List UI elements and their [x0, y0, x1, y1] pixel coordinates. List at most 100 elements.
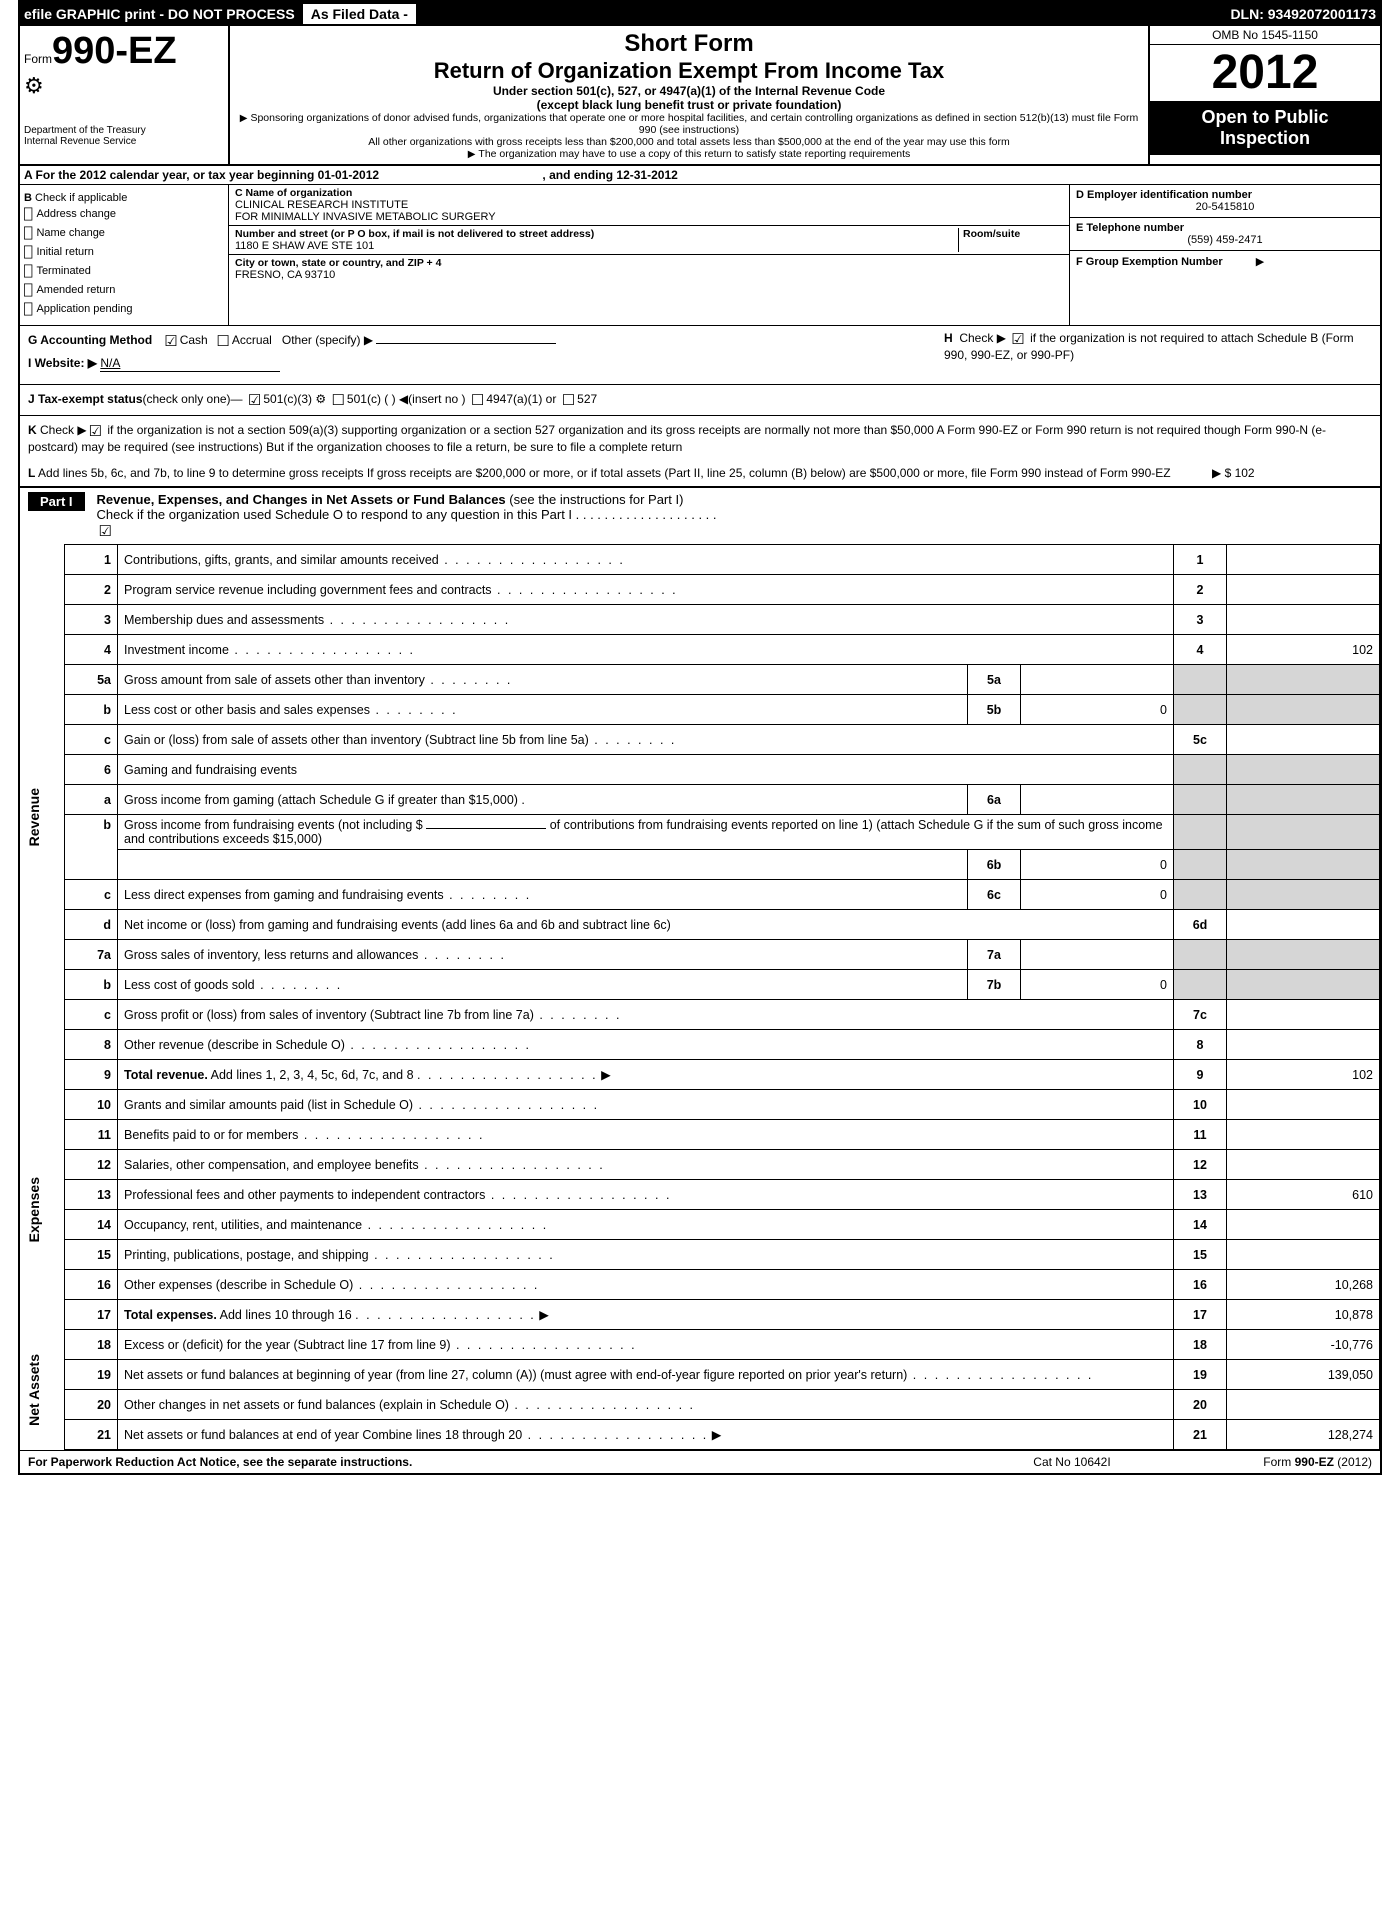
ln11-box: 11	[1174, 1120, 1227, 1150]
ln6d-amt	[1227, 910, 1380, 940]
ln6b-shade	[1174, 815, 1227, 850]
subtitle-section: Under section 501(c), 527, or 4947(a)(1)…	[238, 84, 1140, 98]
ln6d-desc: Net income or (loss) from gaming and fun…	[124, 918, 671, 932]
h-checkbox[interactable]	[1009, 331, 1026, 345]
ln10-num: 10	[65, 1090, 118, 1120]
dln-label: DLN: 93492072001173	[416, 6, 1376, 22]
header-left: Form990-EZ ⚙ Department of the Treasury …	[20, 26, 230, 164]
check-application-pending[interactable]: Application pending	[24, 302, 224, 318]
ln5b-shade2	[1227, 695, 1380, 725]
part-i-checkbox[interactable]	[97, 522, 114, 537]
part-i-check-text: Check if the organization used Schedule …	[97, 507, 717, 522]
g-cash-check[interactable]	[162, 333, 179, 347]
check-initial-return[interactable]: Initial return	[24, 245, 224, 261]
ln7a-shade	[1174, 940, 1227, 970]
ln16-desc: Other expenses (describe in Schedule O)	[124, 1278, 539, 1292]
ln4-box: 4	[1174, 635, 1227, 665]
k-desc: if the organization is not a section 509…	[28, 423, 1326, 454]
ln7a-desc: Gross sales of inventory, less returns a…	[124, 948, 506, 962]
h-check-text: Check ▶	[959, 331, 1006, 345]
efile-label: efile GRAPHIC print - DO NOT PROCESS	[24, 6, 295, 22]
ln5a-num: 5a	[65, 665, 118, 695]
ln6-shade	[1174, 755, 1227, 785]
ln6b-blank[interactable]	[426, 827, 546, 829]
header-mid: Short Form Return of Organization Exempt…	[230, 26, 1148, 164]
ln5a-samt	[1021, 665, 1174, 695]
line-g: G Accounting Method Cash Accrual Other (…	[28, 332, 930, 350]
ln7c-box: 7c	[1174, 1000, 1227, 1030]
part-i-title: Revenue, Expenses, and Changes in Net As…	[97, 492, 506, 507]
check-address-change[interactable]: Address change	[24, 207, 224, 223]
j-501c-check[interactable]	[329, 392, 346, 406]
ln18-desc: Excess or (deficit) for the year (Subtra…	[124, 1338, 637, 1352]
ln6b-desc1: Gross income from fundraising events (no…	[124, 818, 423, 832]
side-netassets: Net Assets	[26, 1354, 42, 1426]
side-expenses: Expenses	[26, 1177, 42, 1242]
ln6b-samt: 0	[1021, 850, 1174, 880]
j-501c: 501(c) ( ) ◀(insert no )	[347, 392, 466, 406]
ln6c-sbox: 6c	[968, 880, 1021, 910]
c-street-label: Number and street (or P O box, if mail i…	[235, 228, 958, 240]
ln7b-desc: Less cost of goods sold	[124, 978, 342, 992]
line-j: J Tax-exempt status(check only one)— 501…	[20, 384, 1380, 415]
b-label: B	[24, 192, 32, 204]
j-527-check[interactable]	[560, 392, 577, 406]
j-paren: (check only one)—	[143, 392, 243, 406]
row-gh: G Accounting Method Cash Accrual Other (…	[20, 326, 1380, 384]
ln7b-shade2	[1227, 970, 1380, 1000]
ln14-desc: Occupancy, rent, utilities, and maintena…	[124, 1218, 548, 1232]
ln2-amt	[1227, 575, 1380, 605]
ln14-num: 14	[65, 1210, 118, 1240]
i-website[interactable]: N/A	[100, 356, 280, 372]
ln5c-box: 5c	[1174, 725, 1227, 755]
ln13-desc: Professional fees and other payments to …	[124, 1188, 671, 1202]
ln7b-samt: 0	[1021, 970, 1174, 1000]
ln20-box: 20	[1174, 1390, 1227, 1420]
dept-treasury: Department of the Treasury	[24, 125, 224, 136]
dept-irs: Internal Revenue Service	[24, 136, 224, 147]
check-amended[interactable]: Amended return	[24, 283, 224, 299]
part-i-paren: (see the instructions for Part I)	[509, 492, 683, 507]
ln9-bold: Total revenue.	[124, 1068, 208, 1082]
ln6a-num: a	[65, 785, 118, 815]
check-name-change[interactable]: Name change	[24, 226, 224, 242]
j-501c3: 501(c)(3)	[263, 392, 312, 406]
d-label: D Employer identification number	[1076, 189, 1374, 201]
ln6a-shade	[1174, 785, 1227, 815]
ln4-num: 4	[65, 635, 118, 665]
ln3-amt	[1227, 605, 1380, 635]
ln18-num: 18	[65, 1330, 118, 1360]
ln5c-num: c	[65, 725, 118, 755]
form-990ez: efile GRAPHIC print - DO NOT PROCESS As …	[18, 0, 1382, 1475]
ln7c-desc: Gross profit or (loss) from sales of inv…	[124, 1008, 621, 1022]
ln12-box: 12	[1174, 1150, 1227, 1180]
ln11-desc: Benefits paid to or for members	[124, 1128, 484, 1142]
g-accrual-check[interactable]	[214, 333, 231, 347]
ln19-num: 19	[65, 1360, 118, 1390]
ln18-box: 18	[1174, 1330, 1227, 1360]
ln6d-box: 6d	[1174, 910, 1227, 940]
ln7a-sbox: 7a	[968, 940, 1021, 970]
footer-mid: Cat No 10642I	[972, 1455, 1172, 1469]
check-terminated[interactable]: Terminated	[24, 264, 224, 280]
column-def: D Employer identification number 20-5415…	[1070, 185, 1380, 325]
line-l: L Add lines 5b, 6c, and 7b, to line 9 to…	[20, 460, 1380, 486]
j-501c3-check[interactable]	[246, 392, 263, 406]
ln6b-sbox: 6b	[968, 850, 1021, 880]
ln6c-samt: 0	[1021, 880, 1174, 910]
ln15-box: 15	[1174, 1240, 1227, 1270]
ln21-amt: 128,274	[1227, 1420, 1380, 1450]
as-filed-label: As Filed Data -	[303, 4, 416, 24]
g-other-blank[interactable]	[376, 342, 556, 344]
ln7b-shade	[1174, 970, 1227, 1000]
instruction-2: All other organizations with gross recei…	[238, 136, 1140, 148]
ln13-amt: 610	[1227, 1180, 1380, 1210]
k-checkbox[interactable]	[87, 423, 104, 437]
ln5c-amt	[1227, 725, 1380, 755]
ln7b-sbox: 7b	[968, 970, 1021, 1000]
ln9-dots	[417, 1068, 598, 1082]
j-4947-check[interactable]	[469, 392, 486, 406]
ln1-amt	[1227, 545, 1380, 575]
h-label: H	[944, 331, 953, 345]
ln9-box: 9	[1174, 1060, 1227, 1090]
